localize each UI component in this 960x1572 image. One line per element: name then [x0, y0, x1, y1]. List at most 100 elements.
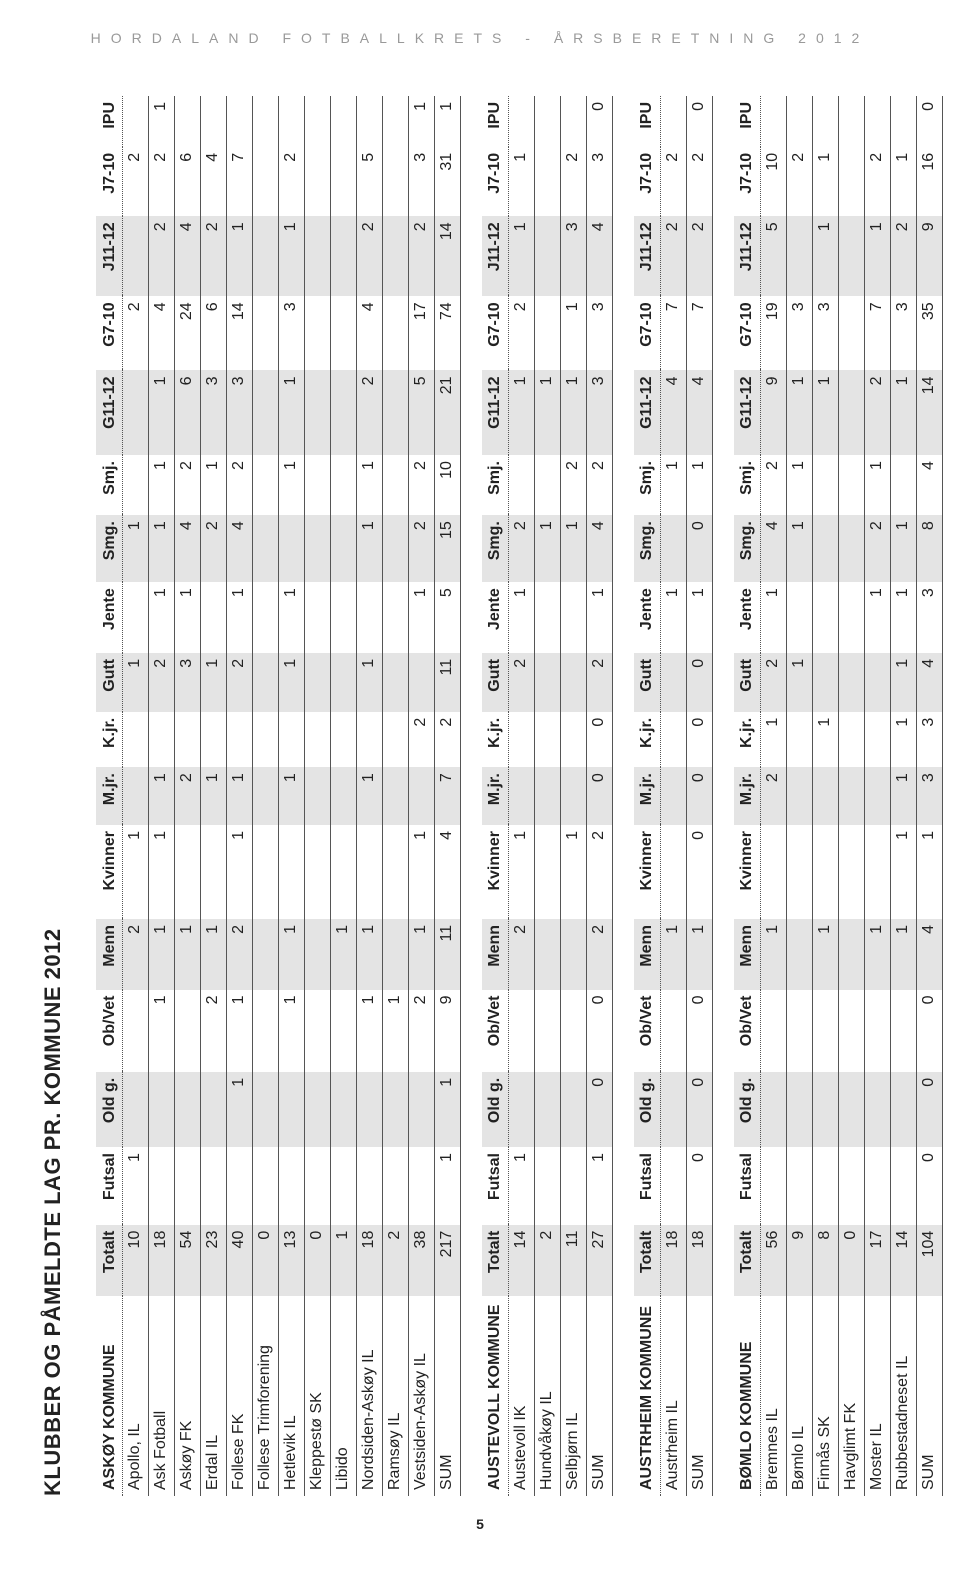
data-cell — [660, 1147, 686, 1225]
data-cell — [304, 653, 330, 712]
data-cell: 1 — [890, 515, 916, 582]
data-cell: 1 — [560, 515, 586, 582]
data-cell: 1 — [890, 582, 916, 653]
data-cell — [812, 653, 838, 712]
data-cell: 1 — [812, 919, 838, 990]
data-cell — [838, 147, 864, 216]
data-cell: 1 — [122, 515, 148, 582]
data-cell: 3 — [278, 296, 304, 370]
data-cell — [890, 1147, 916, 1225]
data-cell — [200, 1147, 226, 1225]
data-cell — [304, 582, 330, 653]
col-header: Totalt — [96, 1225, 122, 1296]
data-cell — [660, 96, 686, 147]
data-cell: 1 — [330, 1225, 356, 1296]
section-header-cell: Menn — [634, 919, 660, 990]
data-cell: 23 — [200, 1225, 226, 1296]
data-cell: 3 — [226, 370, 252, 455]
data-cell: 4 — [760, 515, 786, 582]
data-cell — [508, 455, 534, 515]
data-cell — [252, 825, 278, 919]
data-cell — [252, 990, 278, 1072]
data-cell — [812, 1072, 838, 1147]
section-header-cell: Futsal — [634, 1147, 660, 1225]
data-cell: 1 — [278, 455, 304, 515]
data-cell — [330, 1072, 356, 1147]
section-header-cell: Kvinner — [734, 825, 760, 919]
data-cell: 1 — [200, 919, 226, 990]
col-header: Ob/Vet — [96, 990, 122, 1072]
data-cell — [660, 990, 686, 1072]
row-name-cell: Rubbestadneset IL — [890, 1296, 916, 1496]
data-cell: 1 — [508, 216, 534, 296]
section-header-cell: J11-12 — [734, 216, 760, 296]
data-cell: 6 — [174, 147, 200, 216]
data-cell — [408, 767, 434, 825]
data-cell: 2 — [508, 515, 534, 582]
section-header-cell: Smj. — [482, 455, 508, 515]
data-cell: 1 — [200, 653, 226, 712]
data-cell: 1 — [278, 216, 304, 296]
data-cell: 1 — [890, 653, 916, 712]
data-cell — [122, 1072, 148, 1147]
data-cell — [534, 919, 560, 990]
data-cell: 74 — [434, 296, 460, 370]
table-row: Bremnes IL561212142919510 — [760, 96, 786, 1496]
data-cell: 1 — [864, 216, 890, 296]
data-cell — [382, 455, 408, 515]
data-cell: 1 — [864, 455, 890, 515]
data-cell: 1 — [356, 919, 382, 990]
data-cell: 0 — [686, 1147, 712, 1225]
data-cell: 1 — [864, 582, 890, 653]
data-cell: 2 — [434, 712, 460, 767]
col-header: J11-12 — [96, 216, 122, 296]
data-cell — [382, 653, 408, 712]
data-cell — [382, 582, 408, 653]
section-header-cell: K.jr. — [482, 712, 508, 767]
data-cell — [534, 216, 560, 296]
table-row: Nordsiden-Askøy IL181111112425 — [356, 96, 382, 1496]
data-cell: 1 — [434, 96, 460, 147]
section-header-cell: G11-12 — [734, 370, 760, 455]
data-cell — [534, 582, 560, 653]
data-cell — [382, 515, 408, 582]
data-cell: 4 — [174, 216, 200, 296]
data-cell: 1 — [356, 990, 382, 1072]
data-cell: 1 — [278, 653, 304, 712]
data-cell: 4 — [174, 515, 200, 582]
section-name-cell: AUSTRHEIM KOMMUNE — [634, 1296, 660, 1496]
data-cell — [508, 767, 534, 825]
data-cell: 2 — [508, 296, 534, 370]
section-header-cell: Kvinner — [482, 825, 508, 919]
data-cell — [200, 1072, 226, 1147]
data-cell: 15 — [434, 515, 460, 582]
data-cell: 5 — [434, 582, 460, 653]
data-cell: 1 — [686, 455, 712, 515]
data-cell — [304, 919, 330, 990]
data-cell — [534, 296, 560, 370]
data-cell: 11 — [434, 919, 460, 990]
data-cell — [382, 1072, 408, 1147]
data-cell — [304, 1147, 330, 1225]
table-row: Austrheim IL181114722 — [660, 96, 686, 1496]
data-cell — [252, 1072, 278, 1147]
data-cell: 2 — [200, 515, 226, 582]
data-cell: 1 — [148, 455, 174, 515]
data-cell — [382, 825, 408, 919]
section-header-cell: Smj. — [634, 455, 660, 515]
table-row: Rubbestadneset IL1411111111321 — [890, 96, 916, 1496]
data-cell: 18 — [356, 1225, 382, 1296]
data-cell: 1 — [916, 825, 942, 919]
data-cell: 21 — [434, 370, 460, 455]
data-cell: 1 — [508, 147, 534, 216]
section-header-cell: K.jr. — [734, 712, 760, 767]
data-cell: 10 — [122, 1225, 148, 1296]
data-cell: 1 — [586, 582, 612, 653]
row-name-cell: Follese Trimforening — [252, 1296, 278, 1496]
data-cell — [508, 712, 534, 767]
data-cell: 1 — [534, 370, 560, 455]
data-cell: 1 — [890, 767, 916, 825]
data-cell — [174, 1147, 200, 1225]
data-cell — [252, 582, 278, 653]
data-cell: 1 — [148, 370, 174, 455]
